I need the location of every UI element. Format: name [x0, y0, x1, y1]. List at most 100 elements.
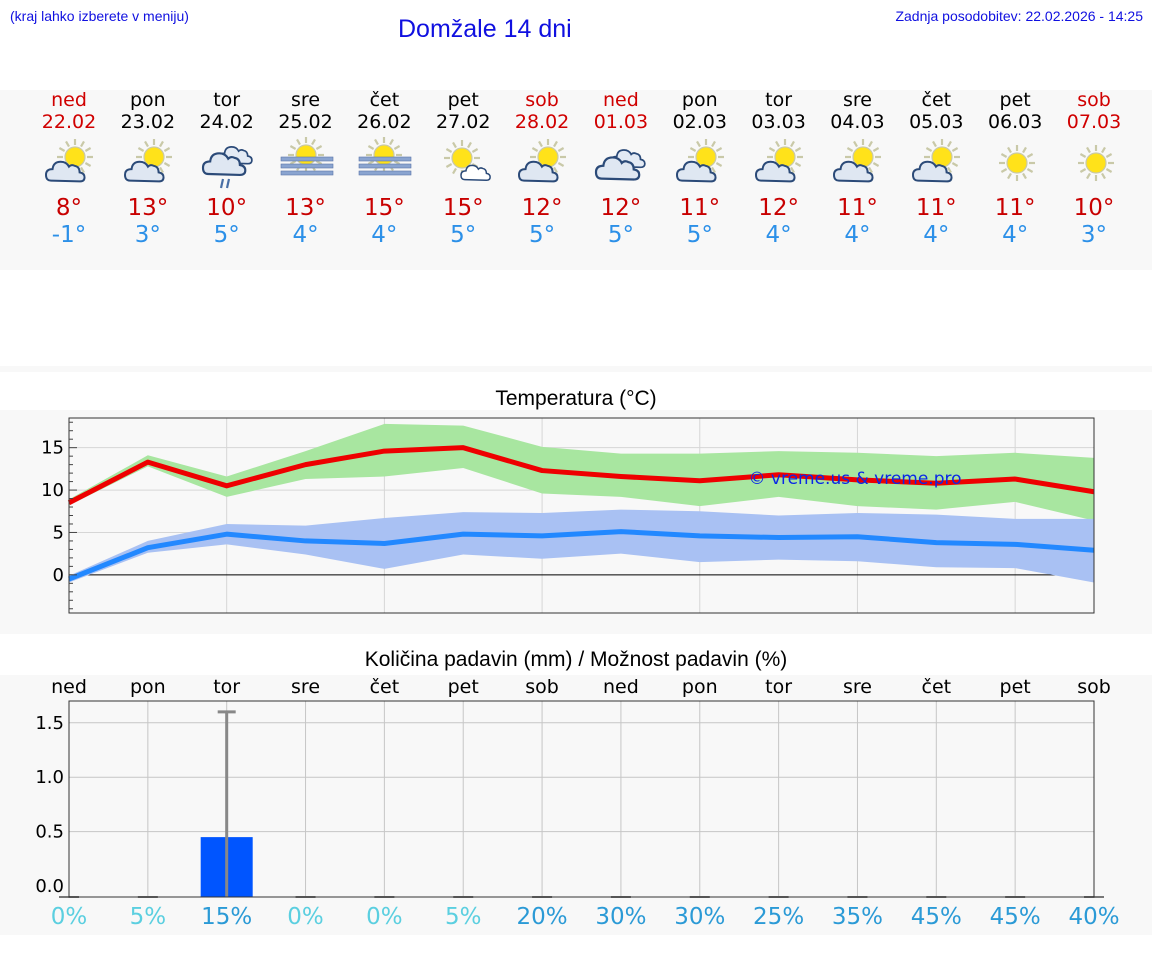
- day-date: 07.03: [1066, 111, 1122, 133]
- temp-tick-label: 10: [41, 480, 64, 501]
- day-column: pet 27.02 15° 5°: [423, 89, 503, 249]
- day-date: 27.02: [436, 111, 491, 133]
- day-date: 28.02: [514, 111, 570, 133]
- precip-tick-label: 1.0: [35, 767, 64, 788]
- day-column: ned 22.02 8° -1°: [29, 89, 109, 249]
- precip-probability: 25%: [753, 904, 805, 930]
- day-name: sre: [842, 89, 872, 111]
- cloudy-rain-icon: [199, 137, 255, 189]
- precip-probability: 5%: [129, 904, 167, 930]
- temp-tick-label: 0: [53, 565, 64, 586]
- sunny-icon: [1066, 137, 1122, 189]
- day-column: pet 06.03 11° 4°: [975, 89, 1055, 249]
- day-column: čet 05.03 11° 4°: [896, 89, 976, 249]
- sun-fog-icon: [278, 137, 334, 189]
- max-temp: 15°: [442, 195, 484, 221]
- min-temp: 4°: [371, 222, 398, 248]
- min-temp: 4°: [765, 222, 792, 248]
- precip-weekday-label: sob: [1077, 676, 1111, 698]
- day-date: 26.02: [357, 111, 412, 133]
- partly-cloudy-icon: [908, 137, 964, 189]
- min-temp: 5°: [450, 222, 477, 248]
- day-name: pet: [999, 89, 1031, 111]
- sun-fog-icon: [356, 137, 412, 189]
- min-temp: 4°: [1002, 222, 1029, 248]
- precip-weekday-label: ned: [51, 676, 87, 698]
- max-temp: 13°: [127, 195, 169, 221]
- day-name: čet: [369, 89, 400, 111]
- precip-weekday-label: pon: [681, 676, 718, 698]
- day-name: tor: [765, 89, 793, 111]
- precipitation-chart-title: Količina padavin (mm) / Možnost padavin …: [364, 648, 788, 671]
- precip-probability: 5%: [444, 904, 482, 930]
- precip-weekday-label: pet: [447, 676, 479, 698]
- day-date: 23.02: [120, 111, 176, 133]
- precip-probability: 40%: [1068, 904, 1120, 930]
- temp-tick-label: 15: [41, 438, 64, 459]
- sunny-icon: [987, 137, 1043, 189]
- precip-probability: 45%: [989, 904, 1041, 930]
- day-column: pon 02.03 11° 5°: [660, 89, 740, 249]
- precip-weekday-label: pon: [129, 676, 166, 698]
- day-date: 04.03: [830, 111, 885, 133]
- min-temp: 3°: [1080, 222, 1108, 248]
- precip-weekday-label: tor: [765, 676, 793, 698]
- min-temp: 3°: [134, 222, 161, 248]
- min-temp: -1°: [51, 222, 87, 248]
- day-name: sob: [1077, 89, 1111, 111]
- mostly-sunny-icon: [435, 137, 492, 189]
- day-date: 06.03: [987, 111, 1043, 133]
- precip-tick-label: 0.5: [35, 822, 64, 843]
- precip-weekday-label: čet: [921, 676, 952, 698]
- partly-cloudy-icon: [672, 137, 728, 189]
- min-temp-range-band: [69, 509, 1094, 583]
- max-temp: 12°: [600, 195, 642, 221]
- day-name: pet: [447, 89, 479, 111]
- day-column: tor 24.02 10° 5°: [187, 89, 267, 249]
- precip-probability: 35%: [831, 904, 884, 930]
- max-temp-line: [67, 445, 1095, 506]
- max-temp: 10°: [1073, 195, 1115, 221]
- day-name: pon: [129, 89, 166, 111]
- precip-weekday-label: čet: [369, 676, 400, 698]
- partly-cloudy-icon: [120, 137, 176, 189]
- precip-weekday-label: pet: [999, 676, 1031, 698]
- max-temp: 10°: [206, 195, 248, 221]
- separator: [0, 366, 1152, 372]
- precip-probability: 20%: [516, 904, 568, 930]
- min-temp: 4°: [923, 222, 950, 248]
- last-updated: Zadnja posodobitev: 22.02.2026 - 14:25: [895, 8, 1143, 24]
- precip-tick-label: 1.5: [35, 713, 64, 734]
- min-temp: 5°: [528, 222, 556, 248]
- day-column: tor 03.03 12° 4°: [739, 89, 819, 249]
- max-temp: 12°: [758, 195, 799, 221]
- max-temp: 12°: [521, 195, 563, 221]
- precip-weekday-label: sre: [291, 676, 321, 698]
- min-temp: 4°: [844, 222, 871, 248]
- temperature-chart-title: Temperatura (°C): [495, 387, 657, 410]
- day-date: 24.02: [199, 111, 254, 133]
- day-name: sob: [525, 89, 559, 111]
- min-temp: 4°: [292, 222, 319, 248]
- page-title: Domžale 14 dni: [398, 15, 572, 43]
- max-temp: 11°: [994, 195, 1036, 221]
- max-temp: 8°: [55, 195, 83, 221]
- day-column: sre 04.03 11° 4°: [817, 89, 897, 249]
- day-date: 02.03: [672, 111, 727, 133]
- precip-probability: 45%: [910, 904, 962, 930]
- cloudy-icon: [593, 137, 649, 189]
- day-date: 03.03: [751, 111, 806, 133]
- precip-plot-frame: [68, 700, 1095, 898]
- day-name: pon: [681, 89, 718, 111]
- max-temp: 15°: [363, 195, 405, 221]
- location-hint: (kraj lahko izberete v meniju): [10, 8, 189, 24]
- max-temp: 11°: [915, 195, 957, 221]
- precip-weekday-label: ned: [603, 676, 639, 698]
- day-name: ned: [51, 89, 87, 111]
- day-date: 05.03: [909, 111, 964, 133]
- precip-weekday-label: sob: [525, 676, 559, 698]
- day-column: pon 23.02 13° 3°: [108, 89, 188, 249]
- day-name: tor: [213, 89, 241, 111]
- partly-cloudy-icon: [41, 137, 97, 189]
